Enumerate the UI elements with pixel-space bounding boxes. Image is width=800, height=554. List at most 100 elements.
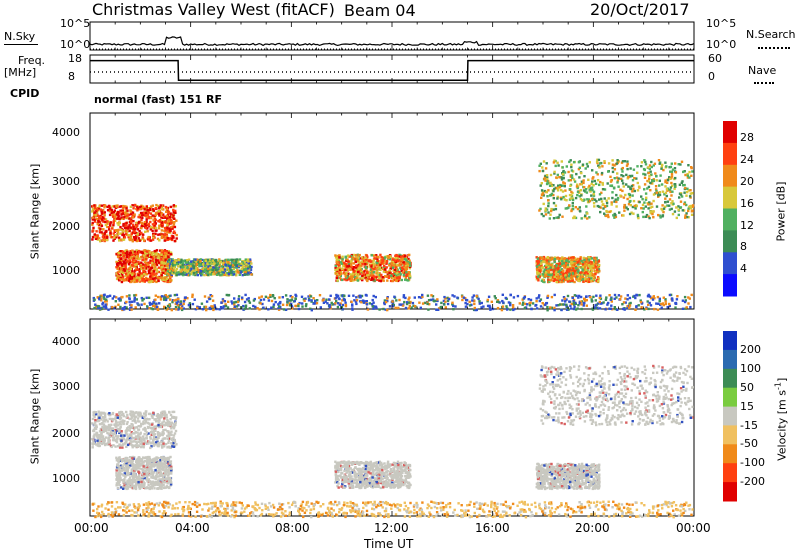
- heatmap-cell: [613, 186, 616, 189]
- heatmap-cell: [175, 263, 179, 266]
- heatmap-cell: [163, 277, 166, 280]
- heatmap-cell: [93, 218, 96, 221]
- heatmap-cell: [188, 273, 191, 276]
- heatmap-cell: [356, 253, 359, 256]
- heatmap-cell: [228, 269, 231, 272]
- heatmap-cell: [652, 216, 655, 219]
- heatmap-cell: [126, 212, 129, 215]
- heatmap-cell: [570, 258, 573, 261]
- heatmap-cell: [568, 160, 571, 164]
- heatmap-cell: [232, 271, 236, 275]
- heatmap-cell: [175, 293, 179, 297]
- heatmap-cell: [140, 296, 143, 300]
- heatmap-cell: [583, 269, 587, 273]
- heatmap-cell: [593, 205, 596, 208]
- heatmap-cell: [237, 297, 240, 301]
- heatmap-cell: [688, 205, 691, 209]
- heatmap-cell: [359, 262, 362, 265]
- heatmap-cell: [240, 262, 243, 265]
- heatmap-cell: [652, 199, 655, 203]
- heatmap-cell: [167, 255, 170, 258]
- heatmap-cell: [337, 259, 341, 263]
- heatmap-cell: [657, 159, 661, 162]
- heatmap-cell: [435, 308, 438, 311]
- heatmap-cell: [142, 274, 145, 277]
- heatmap-cell: [152, 236, 155, 240]
- heatmap-cell: [549, 213, 552, 216]
- heatmap-cell: [342, 265, 345, 268]
- heatmap-cell: [125, 306, 128, 309]
- heatmap-cell: [355, 278, 358, 282]
- heatmap-cell: [385, 266, 388, 269]
- heatmap-cell: [374, 295, 377, 299]
- heatmap-cell: [230, 300, 233, 303]
- heatmap-cell: [121, 271, 125, 274]
- heatmap-cell: [112, 221, 115, 225]
- heatmap-cell: [272, 303, 276, 306]
- heatmap-cell: [660, 207, 663, 211]
- heatmap-cell: [404, 278, 407, 281]
- heatmap-cell: [175, 261, 178, 265]
- heatmap-cell: [579, 210, 582, 213]
- heatmap-cell: [359, 272, 362, 276]
- heatmap-cell: [359, 294, 362, 298]
- heatmap-cell: [192, 273, 195, 276]
- heatmap-cell: [111, 297, 114, 300]
- heatmap-cell: [687, 164, 690, 167]
- heatmap-cell: [137, 273, 140, 276]
- heatmap-cell: [334, 297, 337, 300]
- heatmap-cell: [150, 216, 153, 220]
- heatmap-cell: [113, 219, 117, 222]
- heatmap-cell: [550, 278, 553, 282]
- heatmap-cell: [570, 275, 573, 278]
- heatmap-cell: [344, 275, 347, 278]
- heatmap-cell: [658, 214, 662, 217]
- heatmap-cell: [683, 202, 686, 206]
- heatmap-cell: [583, 175, 586, 178]
- heatmap-cell: [629, 187, 632, 190]
- heatmap-cell: [591, 189, 594, 192]
- heatmap-cell: [91, 221, 94, 225]
- heatmap-cell: [127, 263, 131, 266]
- heatmap-cell: [233, 303, 236, 306]
- heatmap-cell: [151, 261, 154, 264]
- heatmap-cell: [436, 298, 439, 301]
- heatmap-cell: [359, 257, 362, 260]
- heatmap-cell: [637, 304, 640, 307]
- heatmap-cell: [183, 298, 186, 301]
- heatmap-cell: [115, 266, 118, 269]
- heatmap-cell: [106, 222, 109, 225]
- heatmap-cell: [131, 264, 135, 267]
- heatmap-cell: [337, 258, 340, 261]
- heatmap-cell: [149, 277, 152, 281]
- heatmap-cell: [162, 279, 166, 283]
- heatmap-cell: [184, 269, 187, 273]
- heatmap-cell: [372, 294, 375, 298]
- heatmap-cell: [586, 165, 589, 168]
- heatmap-cell: [363, 270, 366, 273]
- heatmap-cell: [111, 215, 115, 218]
- heatmap-cell: [173, 268, 176, 271]
- heatmap-cell: [465, 299, 469, 302]
- heatmap-cell: [132, 219, 135, 223]
- heatmap-cell: [407, 298, 410, 301]
- heatmap-cell: [137, 222, 140, 225]
- heatmap-cell: [556, 189, 560, 192]
- heatmap-cell: [402, 295, 405, 299]
- heatmap-cell: [556, 279, 559, 282]
- heatmap-cell: [589, 279, 592, 283]
- heatmap-cell: [152, 222, 156, 226]
- heatmap-cell: [549, 264, 553, 267]
- heatmap-cell: [402, 294, 406, 297]
- heatmap-cell: [284, 294, 288, 297]
- heatmap-cell: [376, 270, 379, 273]
- heatmap-cell: [355, 299, 359, 302]
- heatmap-cell: [560, 178, 564, 181]
- heatmap-cell: [344, 268, 347, 272]
- heatmap-cell: [246, 258, 250, 261]
- heatmap-cell: [669, 165, 673, 169]
- heatmap-cell: [598, 307, 602, 310]
- heatmap-cell: [150, 205, 153, 208]
- heatmap-cell: [347, 254, 350, 257]
- heatmap-cell: [130, 308, 133, 311]
